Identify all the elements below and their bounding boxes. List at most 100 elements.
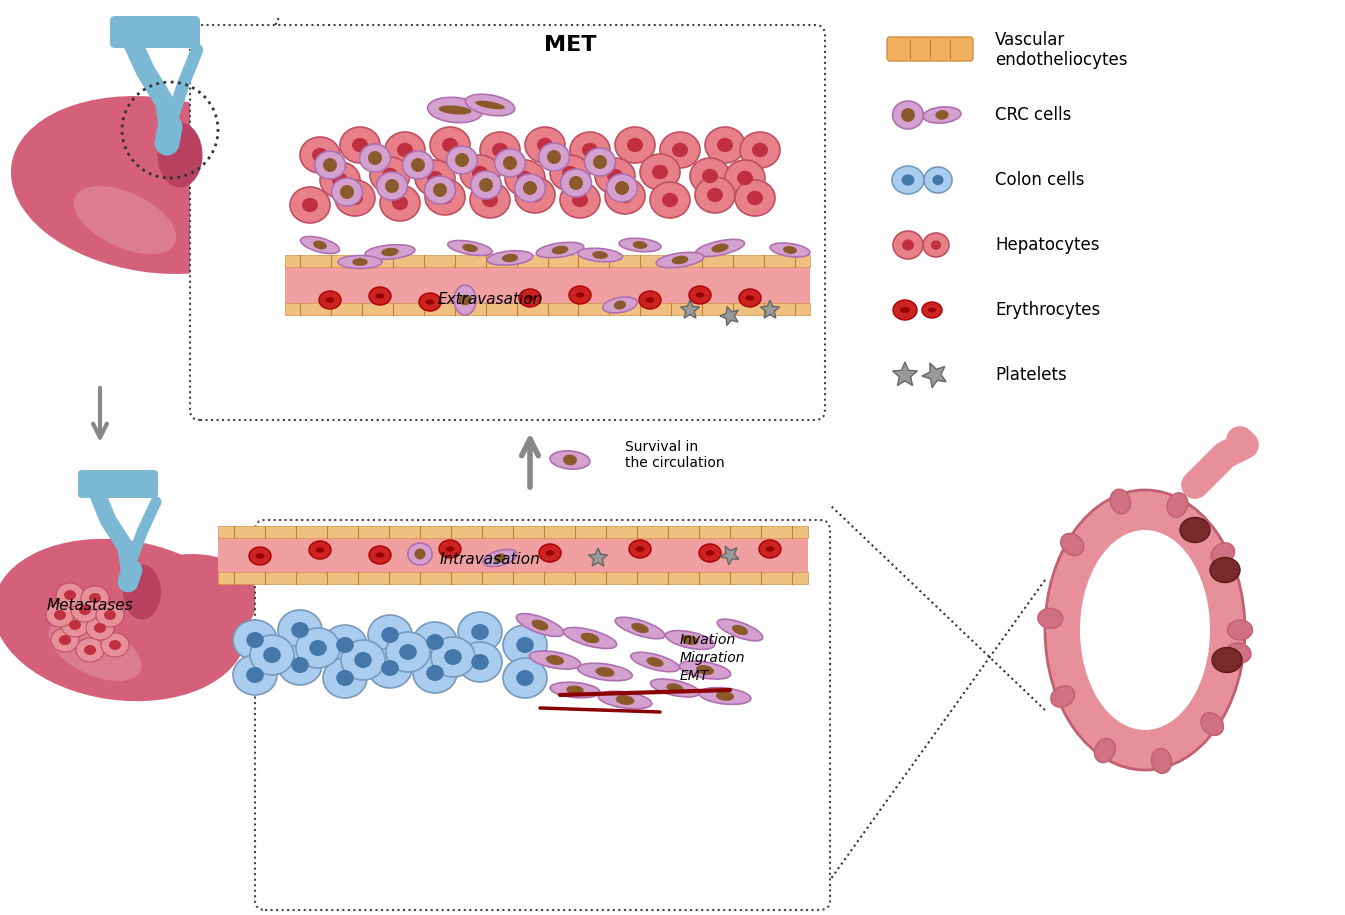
Ellipse shape (352, 258, 367, 266)
FancyBboxPatch shape (285, 255, 810, 267)
Ellipse shape (323, 658, 367, 698)
Ellipse shape (605, 178, 646, 214)
Ellipse shape (369, 648, 412, 688)
Circle shape (414, 548, 425, 559)
Ellipse shape (651, 679, 699, 697)
Ellipse shape (672, 143, 689, 157)
Ellipse shape (256, 554, 265, 559)
Ellipse shape (381, 185, 420, 221)
Ellipse shape (636, 546, 644, 552)
Ellipse shape (893, 101, 924, 129)
Ellipse shape (347, 191, 363, 205)
Ellipse shape (95, 603, 124, 627)
Ellipse shape (627, 138, 643, 152)
Ellipse shape (615, 127, 655, 163)
Ellipse shape (475, 101, 504, 109)
Ellipse shape (928, 307, 936, 312)
Ellipse shape (342, 640, 385, 680)
Ellipse shape (650, 182, 690, 218)
Ellipse shape (71, 598, 100, 622)
Ellipse shape (752, 143, 768, 157)
Ellipse shape (397, 143, 413, 157)
Ellipse shape (51, 628, 79, 652)
Ellipse shape (546, 655, 564, 665)
Ellipse shape (472, 166, 488, 180)
Ellipse shape (300, 137, 340, 173)
Ellipse shape (81, 586, 109, 610)
Ellipse shape (413, 622, 457, 662)
Ellipse shape (375, 294, 385, 298)
Ellipse shape (550, 451, 590, 469)
Ellipse shape (682, 635, 698, 645)
Ellipse shape (717, 138, 733, 152)
Ellipse shape (408, 543, 432, 565)
Ellipse shape (562, 166, 578, 180)
Ellipse shape (717, 619, 763, 640)
Ellipse shape (340, 127, 381, 163)
Circle shape (340, 185, 354, 199)
PathPatch shape (760, 300, 780, 318)
Ellipse shape (538, 143, 569, 171)
Ellipse shape (581, 633, 600, 643)
FancyBboxPatch shape (218, 534, 808, 576)
Ellipse shape (706, 550, 714, 555)
Ellipse shape (564, 628, 616, 649)
Ellipse shape (1227, 643, 1251, 663)
Ellipse shape (369, 615, 412, 655)
Circle shape (369, 151, 382, 165)
Ellipse shape (420, 293, 441, 311)
Ellipse shape (666, 684, 683, 693)
Ellipse shape (445, 546, 455, 552)
Ellipse shape (504, 160, 545, 196)
Text: EMT: EMT (681, 669, 709, 683)
Ellipse shape (527, 188, 543, 202)
Text: Migration: Migration (681, 651, 745, 665)
PathPatch shape (893, 362, 917, 385)
Ellipse shape (480, 132, 521, 168)
Ellipse shape (1095, 738, 1115, 762)
Ellipse shape (278, 645, 321, 685)
Ellipse shape (448, 241, 492, 255)
Text: Metastases: Metastases (47, 597, 133, 612)
Text: Vascular
endotheliocytes: Vascular endotheliocytes (995, 30, 1127, 70)
Ellipse shape (1151, 748, 1171, 773)
Ellipse shape (902, 240, 915, 251)
Ellipse shape (354, 652, 371, 668)
Ellipse shape (79, 605, 91, 615)
Circle shape (569, 176, 582, 190)
Ellipse shape (444, 649, 461, 665)
Ellipse shape (369, 546, 391, 564)
Circle shape (479, 178, 494, 192)
Text: Intravasation: Intravasation (440, 553, 541, 567)
Ellipse shape (771, 243, 810, 257)
Ellipse shape (101, 633, 129, 657)
Ellipse shape (278, 610, 321, 650)
Ellipse shape (1228, 620, 1252, 640)
Circle shape (412, 158, 425, 172)
Ellipse shape (503, 658, 547, 698)
Ellipse shape (0, 539, 246, 701)
Ellipse shape (525, 127, 565, 163)
Ellipse shape (629, 540, 651, 558)
Ellipse shape (471, 654, 488, 670)
Ellipse shape (83, 645, 95, 655)
Ellipse shape (332, 173, 348, 188)
Ellipse shape (616, 695, 635, 705)
Ellipse shape (550, 683, 600, 698)
Ellipse shape (566, 685, 584, 694)
Ellipse shape (660, 132, 699, 168)
Ellipse shape (1061, 533, 1084, 555)
Text: Extravasation: Extravasation (437, 293, 542, 307)
Ellipse shape (416, 160, 455, 196)
Ellipse shape (428, 97, 483, 123)
Ellipse shape (619, 238, 660, 252)
Ellipse shape (370, 157, 410, 193)
Ellipse shape (391, 196, 408, 210)
Ellipse shape (315, 151, 346, 179)
Ellipse shape (438, 540, 461, 558)
Ellipse shape (89, 593, 101, 603)
Ellipse shape (325, 297, 335, 303)
Ellipse shape (531, 619, 549, 630)
Ellipse shape (932, 175, 944, 185)
Ellipse shape (892, 166, 924, 194)
